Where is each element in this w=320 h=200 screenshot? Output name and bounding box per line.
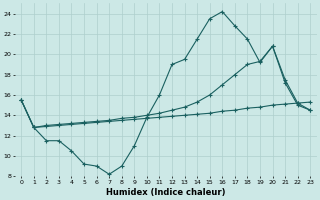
X-axis label: Humidex (Indice chaleur): Humidex (Indice chaleur) (106, 188, 226, 197)
